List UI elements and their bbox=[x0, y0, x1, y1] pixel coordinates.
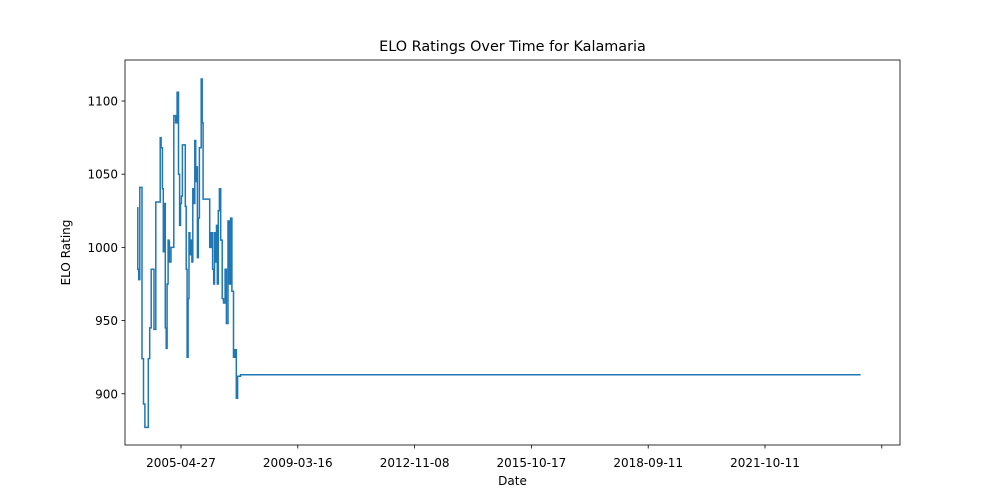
plot-area bbox=[137, 78, 861, 429]
axes-frame bbox=[124, 59, 901, 446]
y-tick-label: 1050 bbox=[87, 168, 118, 182]
y-axis-label: ELO Rating bbox=[59, 220, 73, 286]
y-axis-ticks: 900 950 1000 1050 1100 bbox=[87, 94, 125, 401]
x-tick-label: 2012-11-08 bbox=[380, 456, 450, 470]
x-axis-ticks: 2005-04-27 2009-03-16 2012-11-08 2015-10-17… bbox=[146, 445, 883, 470]
y-tick-label: 950 bbox=[95, 314, 118, 328]
x-axis-label: Date bbox=[498, 474, 527, 488]
x-tick-label: 2015-10-17 bbox=[497, 456, 567, 470]
y-tick-label: 1000 bbox=[87, 241, 118, 255]
x-tick-label: 2009-03-16 bbox=[263, 456, 333, 470]
y-tick-label: 1100 bbox=[87, 94, 118, 108]
x-tick-label: 2021-10-11 bbox=[730, 456, 800, 470]
y-tick-label: 900 bbox=[95, 387, 118, 401]
x-tick-label: 2018-09-11 bbox=[613, 456, 683, 470]
series-line-0 bbox=[137, 78, 861, 429]
chart-title: ELO Ratings Over Time for Kalamaria bbox=[379, 39, 646, 55]
x-tick-label: 2005-04-27 bbox=[146, 456, 216, 470]
